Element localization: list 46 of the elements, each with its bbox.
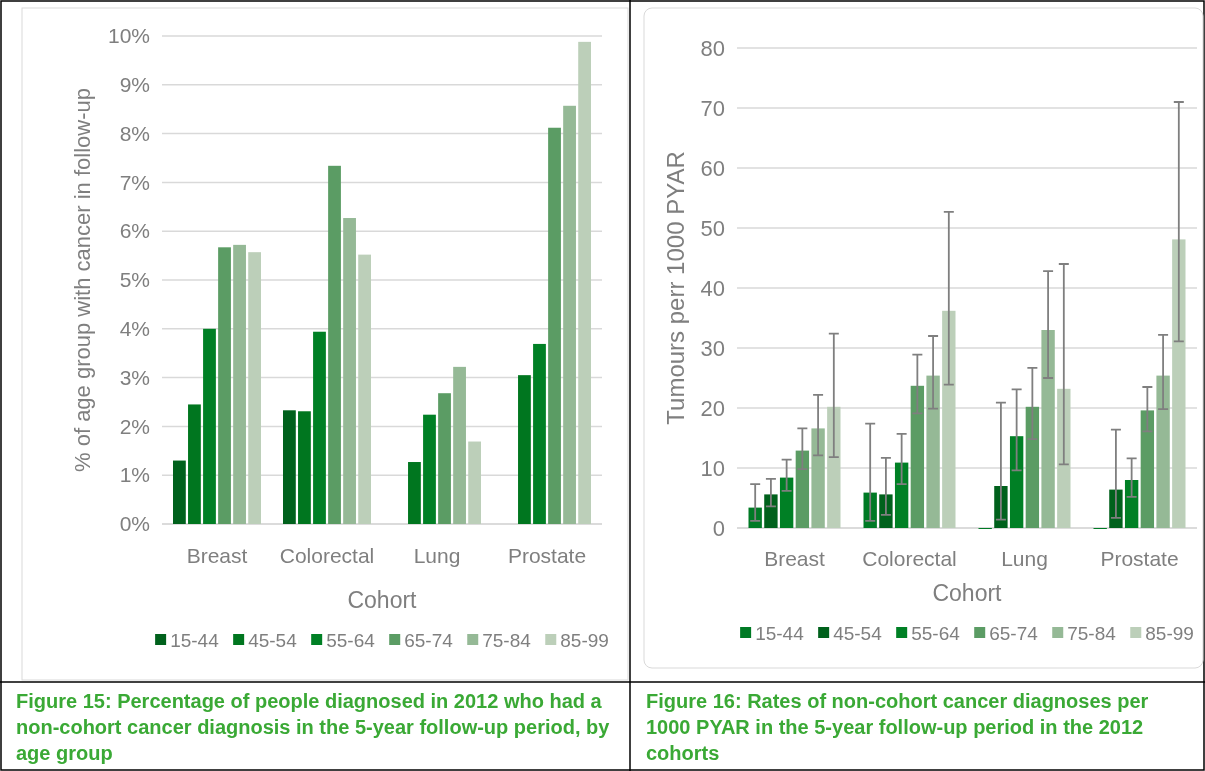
y-tick-label: 2% <box>119 414 150 438</box>
legend-label: 15-44 <box>755 622 805 644</box>
legend-label: 75-84 <box>1067 622 1117 644</box>
text: Figure 16: Rates of non-cohort cancer diagnoses per 1000 PYAR in the 5-year follow-up period in the 2012 cohorts <box>646 690 1149 764</box>
legend-label: 55-64 <box>911 622 961 644</box>
legend-label: 65-74 <box>404 629 454 651</box>
legend-label: 55-64 <box>326 629 376 651</box>
y-tick-label: 30 <box>700 335 725 361</box>
y-tick-label: 3% <box>119 365 150 389</box>
y-tick-label: 1% <box>119 463 150 487</box>
text: Figure 15: Percentage of people diagnosed in 2012 who had a non-cohort cancer diagnosis in the 5-year follow-up period, by age group <box>16 690 611 764</box>
legend-label: 45-54 <box>248 629 298 651</box>
x-axis-title: Cohort <box>347 587 418 613</box>
y-tick-label: 9% <box>119 73 150 97</box>
y-tick-label: 0% <box>119 512 150 536</box>
y-tick-label: 6% <box>119 219 150 243</box>
y-tick-label: 10% <box>107 24 150 48</box>
x-tick-label: Prostate <box>1100 546 1179 570</box>
y-tick-label: 0 <box>712 515 725 541</box>
y-tick-label: 10 <box>700 455 725 481</box>
y-axis-title: % of age group with cancer in follow-up <box>69 88 95 472</box>
legend-label: 85-99 <box>1145 622 1194 644</box>
x-tick-label: Breast <box>764 546 826 570</box>
y-tick-label: 50 <box>700 215 725 241</box>
x-tick-label: Lung <box>413 543 461 567</box>
legend-label: 75-84 <box>482 629 532 651</box>
x-axis-title: Cohort <box>932 580 1003 606</box>
legend-label: 45-54 <box>833 622 883 644</box>
legend-label: 15-44 <box>170 629 220 651</box>
legend-label: 85-99 <box>560 629 609 651</box>
y-tick-label: 8% <box>119 121 150 145</box>
y-axis-title: Tumours perr 1000 PYAR <box>662 151 690 425</box>
y-tick-label: 70 <box>700 95 725 121</box>
y-tick-label: 40 <box>700 275 725 301</box>
y-tick-label: 4% <box>119 317 150 341</box>
x-tick-label: Colorectal <box>862 546 957 570</box>
y-tick-label: 7% <box>119 170 150 194</box>
x-tick-label: Prostate <box>507 543 587 567</box>
x-tick-label: Colorectal <box>279 543 375 567</box>
y-tick-label: 60 <box>700 155 725 181</box>
y-tick-label: 20 <box>700 395 725 421</box>
x-tick-label: Breast <box>186 543 248 567</box>
x-tick-label: Lung <box>1001 546 1048 570</box>
y-tick-label: 5% <box>119 268 150 292</box>
legend-label: 65-74 <box>989 622 1039 644</box>
y-tick-label: 80 <box>700 35 725 61</box>
